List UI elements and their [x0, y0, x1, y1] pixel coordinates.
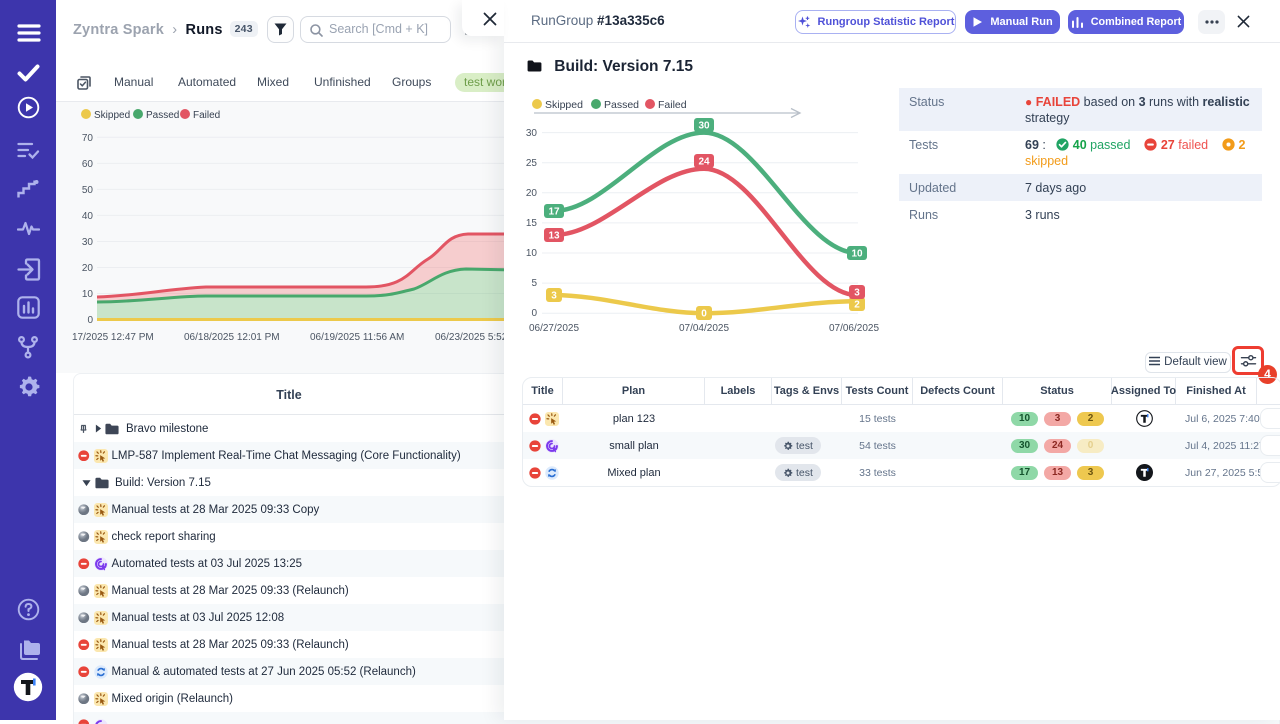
svg-text:Failed: Failed [193, 110, 220, 121]
svg-text:Skipped: Skipped [94, 110, 130, 121]
svg-text:30: 30 [526, 128, 538, 139]
svg-text:25: 25 [526, 158, 538, 169]
svg-text:40: 40 [82, 211, 94, 222]
svg-text:30: 30 [698, 121, 710, 132]
svg-text:5: 5 [531, 278, 537, 289]
svg-text:0: 0 [701, 309, 707, 320]
svg-text:20: 20 [82, 263, 94, 274]
svg-text:10: 10 [82, 289, 94, 300]
svg-text:10: 10 [526, 248, 538, 259]
svg-text:50: 50 [82, 185, 94, 196]
svg-text:06/27/2025: 06/27/2025 [529, 323, 579, 334]
svg-text:07/06/2025: 07/06/2025 [829, 323, 879, 334]
svg-text:3: 3 [854, 288, 860, 299]
svg-text:06/18/2025 12:01 PM: 06/18/2025 12:01 PM [184, 332, 280, 343]
svg-text:2: 2 [854, 300, 860, 311]
svg-text:Passed: Passed [604, 99, 639, 111]
svg-text:30: 30 [82, 237, 94, 248]
svg-text:0: 0 [87, 315, 93, 326]
svg-text:10: 10 [851, 249, 863, 260]
svg-text:17/2025 12:47 PM: 17/2025 12:47 PM [72, 332, 154, 343]
svg-text:Failed: Failed [658, 99, 687, 111]
svg-text:Passed: Passed [146, 110, 179, 121]
svg-text:0: 0 [531, 308, 537, 319]
svg-text:3: 3 [551, 291, 557, 302]
svg-text:Skipped: Skipped [545, 99, 583, 111]
svg-text:17: 17 [548, 207, 560, 218]
svg-text:15: 15 [526, 218, 538, 229]
svg-text:70: 70 [82, 133, 94, 144]
svg-text:13: 13 [548, 231, 560, 242]
svg-text:24: 24 [698, 157, 710, 168]
svg-text:07/04/2025: 07/04/2025 [679, 323, 729, 334]
svg-text:60: 60 [82, 159, 94, 170]
svg-text:06/19/2025 11:56 AM: 06/19/2025 11:56 AM [310, 332, 404, 343]
svg-text:20: 20 [526, 188, 538, 199]
